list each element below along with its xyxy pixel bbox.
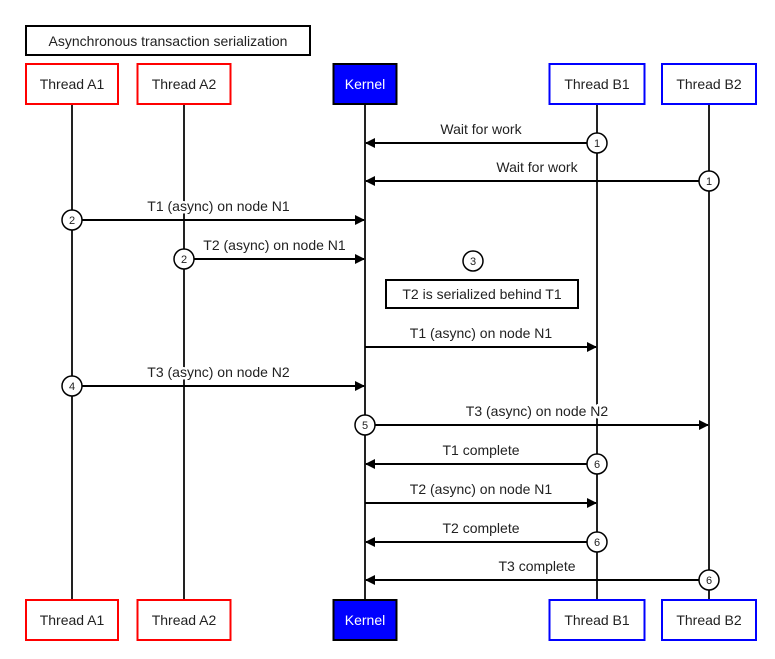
participant-label: Kernel xyxy=(345,612,385,628)
svg-text:6: 6 xyxy=(594,537,600,549)
message-arrow: T1 (async) on node N1 xyxy=(365,323,597,352)
step-marker: 6 xyxy=(698,569,720,591)
message-label: Wait for work xyxy=(440,121,522,137)
svg-text:5: 5 xyxy=(362,420,368,432)
message-label: T2 complete xyxy=(442,520,519,536)
step-marker: 6 xyxy=(586,453,608,475)
title-text: Asynchronous transaction serialization xyxy=(49,33,288,49)
message-arrow: T3 (async) on node N2 xyxy=(365,401,709,430)
message-label: T3 (async) on node N2 xyxy=(147,364,290,380)
participant-a1-top: Thread A1 xyxy=(25,63,119,105)
participant-k-bottom: Kernel xyxy=(332,599,398,641)
step-marker: 2 xyxy=(173,248,195,270)
participant-b1-bottom: Thread B1 xyxy=(548,599,646,641)
participant-label: Thread B2 xyxy=(676,612,742,628)
step-marker: 1 xyxy=(698,170,720,192)
svg-text:3: 3 xyxy=(470,256,476,268)
participant-b2-bottom: Thread B2 xyxy=(661,599,757,641)
step-marker: 3 xyxy=(462,250,484,272)
message-arrow: T2 (async) on node N1 xyxy=(365,479,597,508)
participant-label: Thread A1 xyxy=(40,612,105,628)
message-arrow: T3 complete xyxy=(365,556,709,585)
participant-a1-bottom: Thread A1 xyxy=(25,599,119,641)
participant-label: Thread A2 xyxy=(152,76,217,92)
participant-label: Thread A2 xyxy=(152,612,217,628)
svg-text:2: 2 xyxy=(181,254,187,266)
diagram-title: Asynchronous transaction serialization xyxy=(25,25,311,56)
svg-text:4: 4 xyxy=(69,381,75,393)
svg-text:6: 6 xyxy=(706,575,712,587)
message-label: T2 (async) on node N1 xyxy=(203,237,346,253)
participant-a2-bottom: Thread A2 xyxy=(136,599,232,641)
message-arrow: T2 (async) on node N1 xyxy=(184,235,365,264)
step-marker: 5 xyxy=(354,414,376,436)
message-arrow: T2 complete xyxy=(365,518,597,547)
step-marker: 4 xyxy=(61,375,83,397)
message-arrow: T1 complete xyxy=(365,440,597,469)
participant-label: Thread B1 xyxy=(564,612,630,628)
svg-text:1: 1 xyxy=(706,176,712,188)
step-marker: 6 xyxy=(586,531,608,553)
note: T2 is serialized behind T1 xyxy=(385,279,579,309)
message-label: T1 (async) on node N1 xyxy=(147,198,290,214)
message-label: T3 (async) on node N2 xyxy=(466,403,609,419)
participant-k-top: Kernel xyxy=(332,63,398,105)
message-arrow: Wait for work xyxy=(365,157,709,186)
svg-text:2: 2 xyxy=(69,215,75,227)
message-label: T3 complete xyxy=(498,558,575,574)
svg-text:T2 is serialized behind T1: T2 is serialized behind T1 xyxy=(402,286,561,302)
participant-a2-top: Thread A2 xyxy=(136,63,232,105)
message-label: T2 (async) on node N1 xyxy=(410,481,553,497)
participant-label: Thread B2 xyxy=(676,76,742,92)
message-label: T1 (async) on node N1 xyxy=(410,325,553,341)
step-marker: 1 xyxy=(586,132,608,154)
participant-label: Thread A1 xyxy=(40,76,105,92)
svg-text:1: 1 xyxy=(594,138,600,150)
step-marker: 2 xyxy=(61,209,83,231)
svg-text:6: 6 xyxy=(594,459,600,471)
participant-b2-top: Thread B2 xyxy=(661,63,757,105)
participant-label: Thread B1 xyxy=(564,76,630,92)
message-arrow: Wait for work xyxy=(365,119,597,148)
message-label: T1 complete xyxy=(442,442,519,458)
message-label: Wait for work xyxy=(496,159,578,175)
participant-b1-top: Thread B1 xyxy=(548,63,646,105)
participant-label: Kernel xyxy=(345,76,385,92)
message-arrow: T3 (async) on node N2 xyxy=(72,362,365,391)
message-arrow: T1 (async) on node N1 xyxy=(72,196,365,225)
